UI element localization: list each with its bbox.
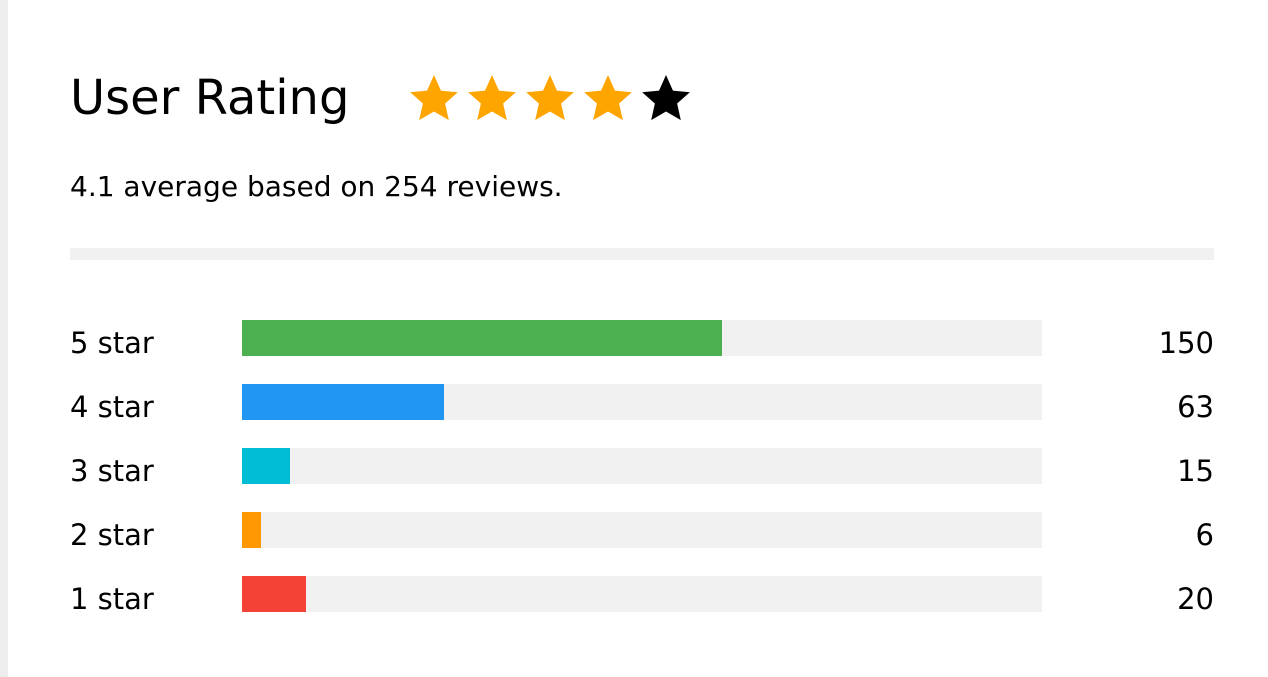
star-icon — [526, 75, 575, 121]
star-icon — [642, 75, 691, 121]
bar-fill-5-star — [242, 320, 722, 356]
bar-fill-4-star — [242, 384, 444, 420]
user-rating-panel: User Rating 4.1 average based on 254 rev… — [70, 0, 1214, 677]
star-icon — [410, 75, 459, 121]
star-icon — [584, 75, 633, 121]
row-count: 6 — [1195, 518, 1214, 552]
rating-row-2-star: 2 star 6 — [70, 512, 1214, 552]
rating-row-3-star: 3 star 15 — [70, 448, 1214, 488]
row-label: 1 star — [70, 582, 154, 616]
row-label: 2 star — [70, 518, 154, 552]
row-count: 15 — [1177, 454, 1214, 488]
bar-fill-2-star — [242, 512, 262, 548]
row-count: 63 — [1177, 390, 1214, 424]
rating-breakdown: 5 star 150 4 star 63 3 star 15 2 star — [70, 320, 1214, 640]
row-count: 20 — [1177, 582, 1214, 616]
row-label: 4 star — [70, 390, 154, 424]
row-label: 5 star — [70, 326, 154, 360]
page-title: User Rating — [70, 70, 350, 126]
bar-track — [242, 320, 1042, 356]
bar-fill-3-star — [242, 448, 290, 484]
bar-track — [242, 448, 1042, 484]
rating-summary: 4.1 average based on 254 reviews. — [70, 170, 563, 203]
rating-row-4-star: 4 star 63 — [70, 384, 1214, 424]
rating-row-5-star: 5 star 150 — [70, 320, 1214, 360]
bar-track — [242, 512, 1042, 548]
row-count: 150 — [1158, 326, 1214, 360]
bar-fill-1-star — [242, 576, 306, 612]
bar-track — [242, 576, 1042, 612]
row-label: 3 star — [70, 454, 154, 488]
page-left-border — [0, 0, 8, 677]
star-rating — [407, 71, 693, 125]
star-icon — [468, 75, 517, 121]
rating-header: User Rating — [70, 68, 693, 128]
bar-track — [242, 384, 1042, 420]
divider — [70, 248, 1214, 260]
rating-row-1-star: 1 star 20 — [70, 576, 1214, 616]
